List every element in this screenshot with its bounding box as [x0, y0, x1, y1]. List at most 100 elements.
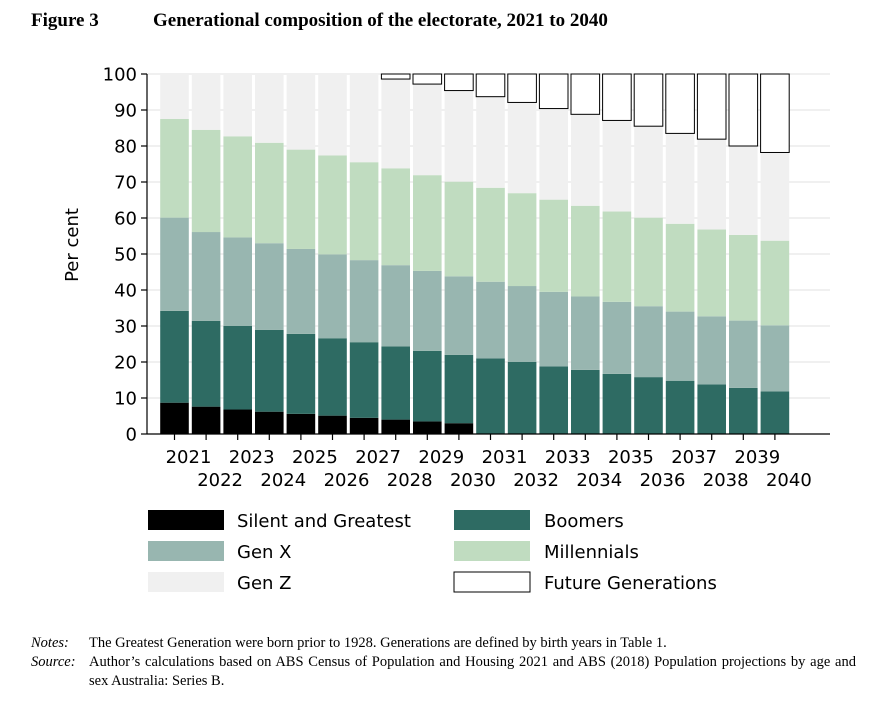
x-tick-label: 2029: [418, 447, 464, 468]
bar-2023-silent-and-greatest: [223, 409, 252, 434]
y-tick-label: 20: [114, 353, 137, 374]
notes-text: The Greatest Generation were born prior …: [89, 635, 667, 651]
bar-2035-boomers: [602, 373, 632, 434]
bar-2022-millennials: [191, 129, 221, 233]
x-tick-label: 2026: [324, 470, 370, 491]
legend-label-future-generations: Future Generations: [544, 573, 717, 594]
bar-2022-silent-and-greatest: [191, 406, 221, 434]
bar-2027-gen-x: [349, 260, 379, 343]
bar-2021-millennials: [160, 119, 189, 218]
x-tick-label: 2037: [671, 447, 717, 468]
y-tick-label: 70: [114, 173, 137, 194]
bar-2025-gen-z: [286, 74, 316, 150]
notes-row: Notes: The Greatest Generation were born…: [31, 634, 856, 653]
bar-2029-gen-x: [413, 270, 442, 351]
bar-2026-silent-and-greatest: [318, 415, 347, 434]
bar-2025-silent-and-greatest: [286, 413, 316, 434]
bar-2036-millennials: [634, 217, 663, 307]
bar-2030-gen-z: [444, 90, 474, 182]
bar-2028-gen-z: [381, 79, 410, 169]
x-tick-label: 2039: [734, 447, 780, 468]
x-tick-label: 2027: [355, 447, 401, 468]
source-key: Source:: [31, 654, 76, 670]
bar-2039-boomers: [729, 387, 758, 434]
bar-2029-boomers: [413, 350, 442, 422]
bar-2028-gen-x: [381, 265, 410, 347]
bar-2028-silent-and-greatest: [381, 419, 410, 434]
bar-2025-millennials: [286, 149, 316, 249]
legend-label-boomers: Boomers: [544, 511, 624, 532]
bar-2027-boomers: [349, 342, 379, 418]
legend-swatch-boomers: [454, 510, 530, 530]
bar-2027-gen-z: [349, 74, 379, 163]
bar-2030-boomers: [444, 354, 474, 424]
bar-2036-boomers: [634, 377, 663, 434]
bar-2032-gen-z: [507, 102, 537, 194]
y-tick-label: 80: [114, 137, 137, 158]
bar-2030-gen-x: [444, 276, 474, 355]
bar-2040-millennials: [760, 240, 790, 326]
bar-2021-gen-z: [160, 74, 189, 119]
legend-label-millennials: Millennials: [544, 542, 639, 563]
bars: [160, 73, 790, 434]
y-tick-label: 10: [114, 389, 137, 410]
bar-2025-boomers: [286, 333, 316, 414]
bar-2036-gen-x: [634, 306, 663, 378]
bar-2037-boomers: [665, 380, 695, 434]
source-row: Source: Author’s calculations based on A…: [31, 653, 856, 691]
x-tick-label: 2023: [229, 447, 275, 468]
y-tick-label: 90: [114, 101, 137, 122]
axes: [141, 73, 830, 440]
bar-2033-gen-x: [539, 291, 568, 367]
bar-2032-gen-x: [507, 286, 537, 362]
bar-2032-boomers: [507, 362, 537, 434]
x-tick-label: 2022: [197, 470, 243, 491]
bar-2040-boomers: [760, 391, 790, 434]
bar-2030-millennials: [444, 181, 474, 277]
x-tick-label: 2024: [260, 470, 306, 491]
y-tick-label: 60: [114, 209, 137, 230]
bar-2022-gen-x: [191, 232, 221, 321]
bar-2026-gen-z: [318, 74, 347, 156]
bar-2035-gen-z: [602, 120, 632, 212]
bar-2029-gen-z: [413, 84, 442, 176]
bar-2027-millennials: [349, 162, 379, 261]
bar-2023-millennials: [223, 136, 252, 238]
bar-2021-gen-x: [160, 217, 189, 311]
figure-title: Generational composition of the electora…: [153, 10, 608, 31]
bar-2039-gen-z: [729, 146, 758, 235]
bar-2021-silent-and-greatest: [160, 402, 189, 434]
bar-2028-millennials: [381, 168, 410, 266]
bar-2038-future-generations: [696, 73, 727, 140]
bar-2034-gen-x: [571, 296, 600, 370]
bar-2033-millennials: [539, 199, 568, 292]
bar-2028-boomers: [381, 346, 410, 420]
x-tick-label: 2032: [513, 470, 559, 491]
bar-2033-gen-z: [539, 108, 568, 200]
y-tick-label: 0: [126, 425, 137, 446]
bar-2038-gen-z: [697, 139, 726, 230]
source-text: Author’s calculations based on ABS Censu…: [89, 654, 856, 689]
bar-2039-millennials: [729, 234, 758, 321]
bar-2033-boomers: [539, 366, 568, 434]
bar-2033-future-generations: [538, 73, 569, 110]
bar-2037-millennials: [665, 223, 695, 312]
bar-2037-future-generations: [665, 73, 695, 134]
y-tick-label: 40: [114, 281, 137, 302]
bar-2037-gen-x: [665, 311, 695, 381]
x-tick-label: 2021: [166, 447, 212, 468]
y-tick-label: 100: [103, 65, 137, 86]
legend-swatch-silent-and-greatest: [148, 510, 224, 530]
bar-2024-millennials: [255, 142, 284, 244]
x-tick-label: 2034: [576, 470, 622, 491]
bar-2039-gen-x: [729, 320, 758, 388]
bar-2039-future-generations: [728, 73, 759, 147]
x-tick-label: 2028: [387, 470, 433, 491]
bar-2036-gen-z: [634, 126, 663, 218]
legend-label-silent-and-greatest: Silent and Greatest: [237, 511, 411, 532]
x-tick-label: 2040: [766, 470, 812, 491]
figure-label: Figure 3: [31, 10, 99, 31]
x-tick-label: 2031: [482, 447, 528, 468]
bar-2038-boomers: [697, 384, 726, 434]
bar-2023-gen-x: [223, 237, 252, 326]
